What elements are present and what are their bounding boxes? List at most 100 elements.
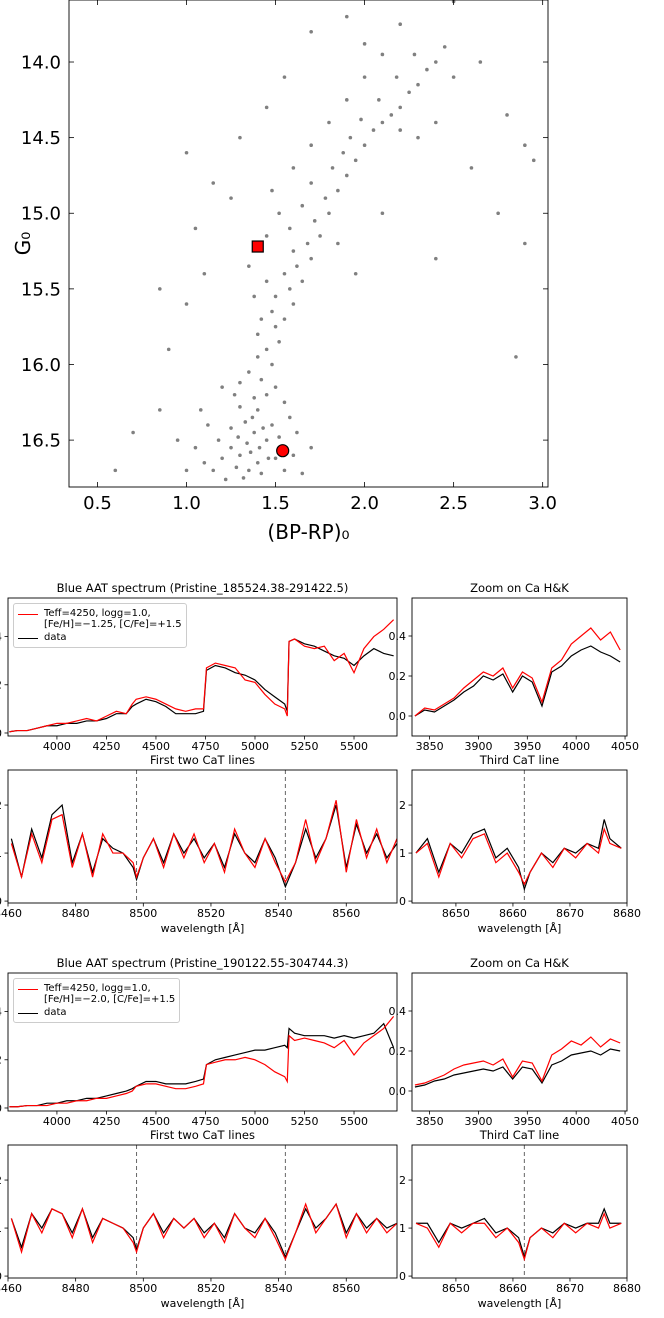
star-point: [184, 468, 189, 473]
star-point: [300, 471, 305, 476]
star-point: [362, 75, 367, 79]
star-point: [166, 347, 171, 352]
star-point: [273, 456, 278, 461]
panel-title: Zoom on Ca H&K: [470, 581, 569, 595]
star-point: [223, 477, 228, 482]
star-point: [330, 166, 335, 170]
y-tick-label: 0.2: [389, 670, 407, 683]
star-point: [247, 264, 251, 268]
star-point: [131, 430, 135, 435]
x-tick-label: 8660: [499, 907, 527, 920]
star-point: [451, 75, 456, 79]
star-point: [336, 188, 340, 193]
x-tick-label: 3850: [416, 740, 444, 753]
star-point: [327, 120, 331, 125]
x-tick-label: 2.5: [439, 493, 468, 514]
star-point: [220, 456, 224, 461]
star-point: [327, 211, 331, 216]
star-point: [255, 355, 260, 359]
axes-frame: [411, 972, 628, 1112]
star-point: [198, 408, 203, 412]
legend-swatch: [18, 1013, 38, 1014]
y-tick-label: 2: [399, 1174, 406, 1187]
star-point: [309, 256, 313, 261]
star-point: [344, 173, 349, 178]
x-tick-label: 8650: [442, 1282, 470, 1295]
star-point: [336, 241, 340, 246]
y-tick-label: 0.4: [0, 1006, 2, 1019]
star-point: [277, 340, 281, 344]
y-tick-label: 2: [399, 799, 406, 812]
axes-frame: [7, 597, 398, 737]
star-point: [252, 294, 256, 299]
panel-title: First two CaT lines: [150, 1128, 255, 1142]
x-tick-label: 8650: [442, 907, 470, 920]
x-tick-label: 3950: [513, 1115, 541, 1128]
highlight-square: [251, 240, 264, 253]
legend-entry: data: [18, 1007, 175, 1018]
legend: Teff=4250, logg=1.0, [Fe/H]=−2.0, [C/Fe]…: [13, 978, 181, 1023]
legend-entry: Teff=4250, logg=1.0, [Fe/H]=−2.0, [C/Fe]…: [18, 983, 175, 1005]
panel-title: Zoom on Ca H&K: [470, 956, 569, 970]
x-axis-label: wavelength [Å]: [161, 1297, 245, 1310]
star-point: [371, 128, 376, 132]
y-tick-label: 0: [0, 1270, 2, 1283]
y-tick-label: 14.5: [21, 128, 61, 149]
star-point: [270, 423, 274, 427]
x-tick-label: 4000: [562, 1115, 590, 1128]
star-point: [252, 395, 256, 400]
x-tick-label: 4000: [43, 1115, 71, 1128]
star-point: [259, 377, 264, 382]
plot-area: [9, 619, 395, 733]
star-point: [288, 287, 292, 291]
star-point: [309, 445, 313, 450]
y-tick-label: 2: [0, 799, 2, 812]
spectrum-line: [9, 1022, 395, 1108]
star-point: [259, 317, 264, 321]
star-point: [193, 445, 198, 450]
star-point: [238, 135, 242, 140]
plot-area: [415, 770, 622, 903]
x-tick-label: 4750: [191, 740, 219, 753]
star-point: [295, 430, 299, 435]
star-point: [238, 453, 242, 458]
star-point: [398, 105, 403, 110]
x-axis-label: (BP-RP)₀: [267, 520, 349, 544]
star-point: [291, 166, 296, 170]
star-point: [206, 423, 210, 427]
star-point: [291, 453, 296, 458]
star-point: [247, 468, 251, 473]
legend-entry: Teff=4250, logg=1.0, [Fe/H]=−1.25, [C/Fe…: [18, 608, 182, 630]
panel-title: Third CaT line: [479, 1128, 560, 1142]
y-tick-label: 0.2: [0, 1054, 2, 1067]
panel-title: Blue AAT spectrum (Pristine_190122.55-30…: [57, 956, 349, 970]
star-point: [158, 287, 162, 291]
y-tick-label: 0.0: [0, 1102, 2, 1115]
x-axis-label: wavelength [Å]: [478, 922, 562, 935]
y-tick-label: 0.0: [389, 1085, 407, 1098]
y-tick-label: 16.5: [21, 431, 61, 452]
star-point: [245, 441, 249, 445]
y-tick-label: 15.0: [21, 204, 61, 225]
star-point: [229, 196, 233, 200]
star-point: [282, 271, 287, 276]
spectrum-line: [10, 800, 397, 884]
star-point: [175, 438, 180, 442]
spectrum-line: [414, 627, 621, 717]
star-point: [305, 241, 310, 246]
x-tick-label: 8460: [0, 1282, 22, 1295]
x-tick-label: 8560: [332, 1282, 360, 1295]
highlight-circle: [276, 444, 290, 458]
axes-frame: [68, 0, 549, 488]
star-point: [362, 42, 367, 46]
star-point: [291, 249, 296, 253]
star-point: [380, 52, 385, 57]
legend-label: Teff=4250, logg=1.0, [Fe/H]=−2.0, [C/Fe]…: [44, 983, 176, 1005]
star-point: [434, 120, 438, 125]
spectrum-line: [9, 638, 394, 733]
x-axis-label: wavelength [Å]: [161, 922, 245, 935]
spectrum-line: [414, 1048, 621, 1088]
x-tick-label: 5500: [340, 1115, 368, 1128]
